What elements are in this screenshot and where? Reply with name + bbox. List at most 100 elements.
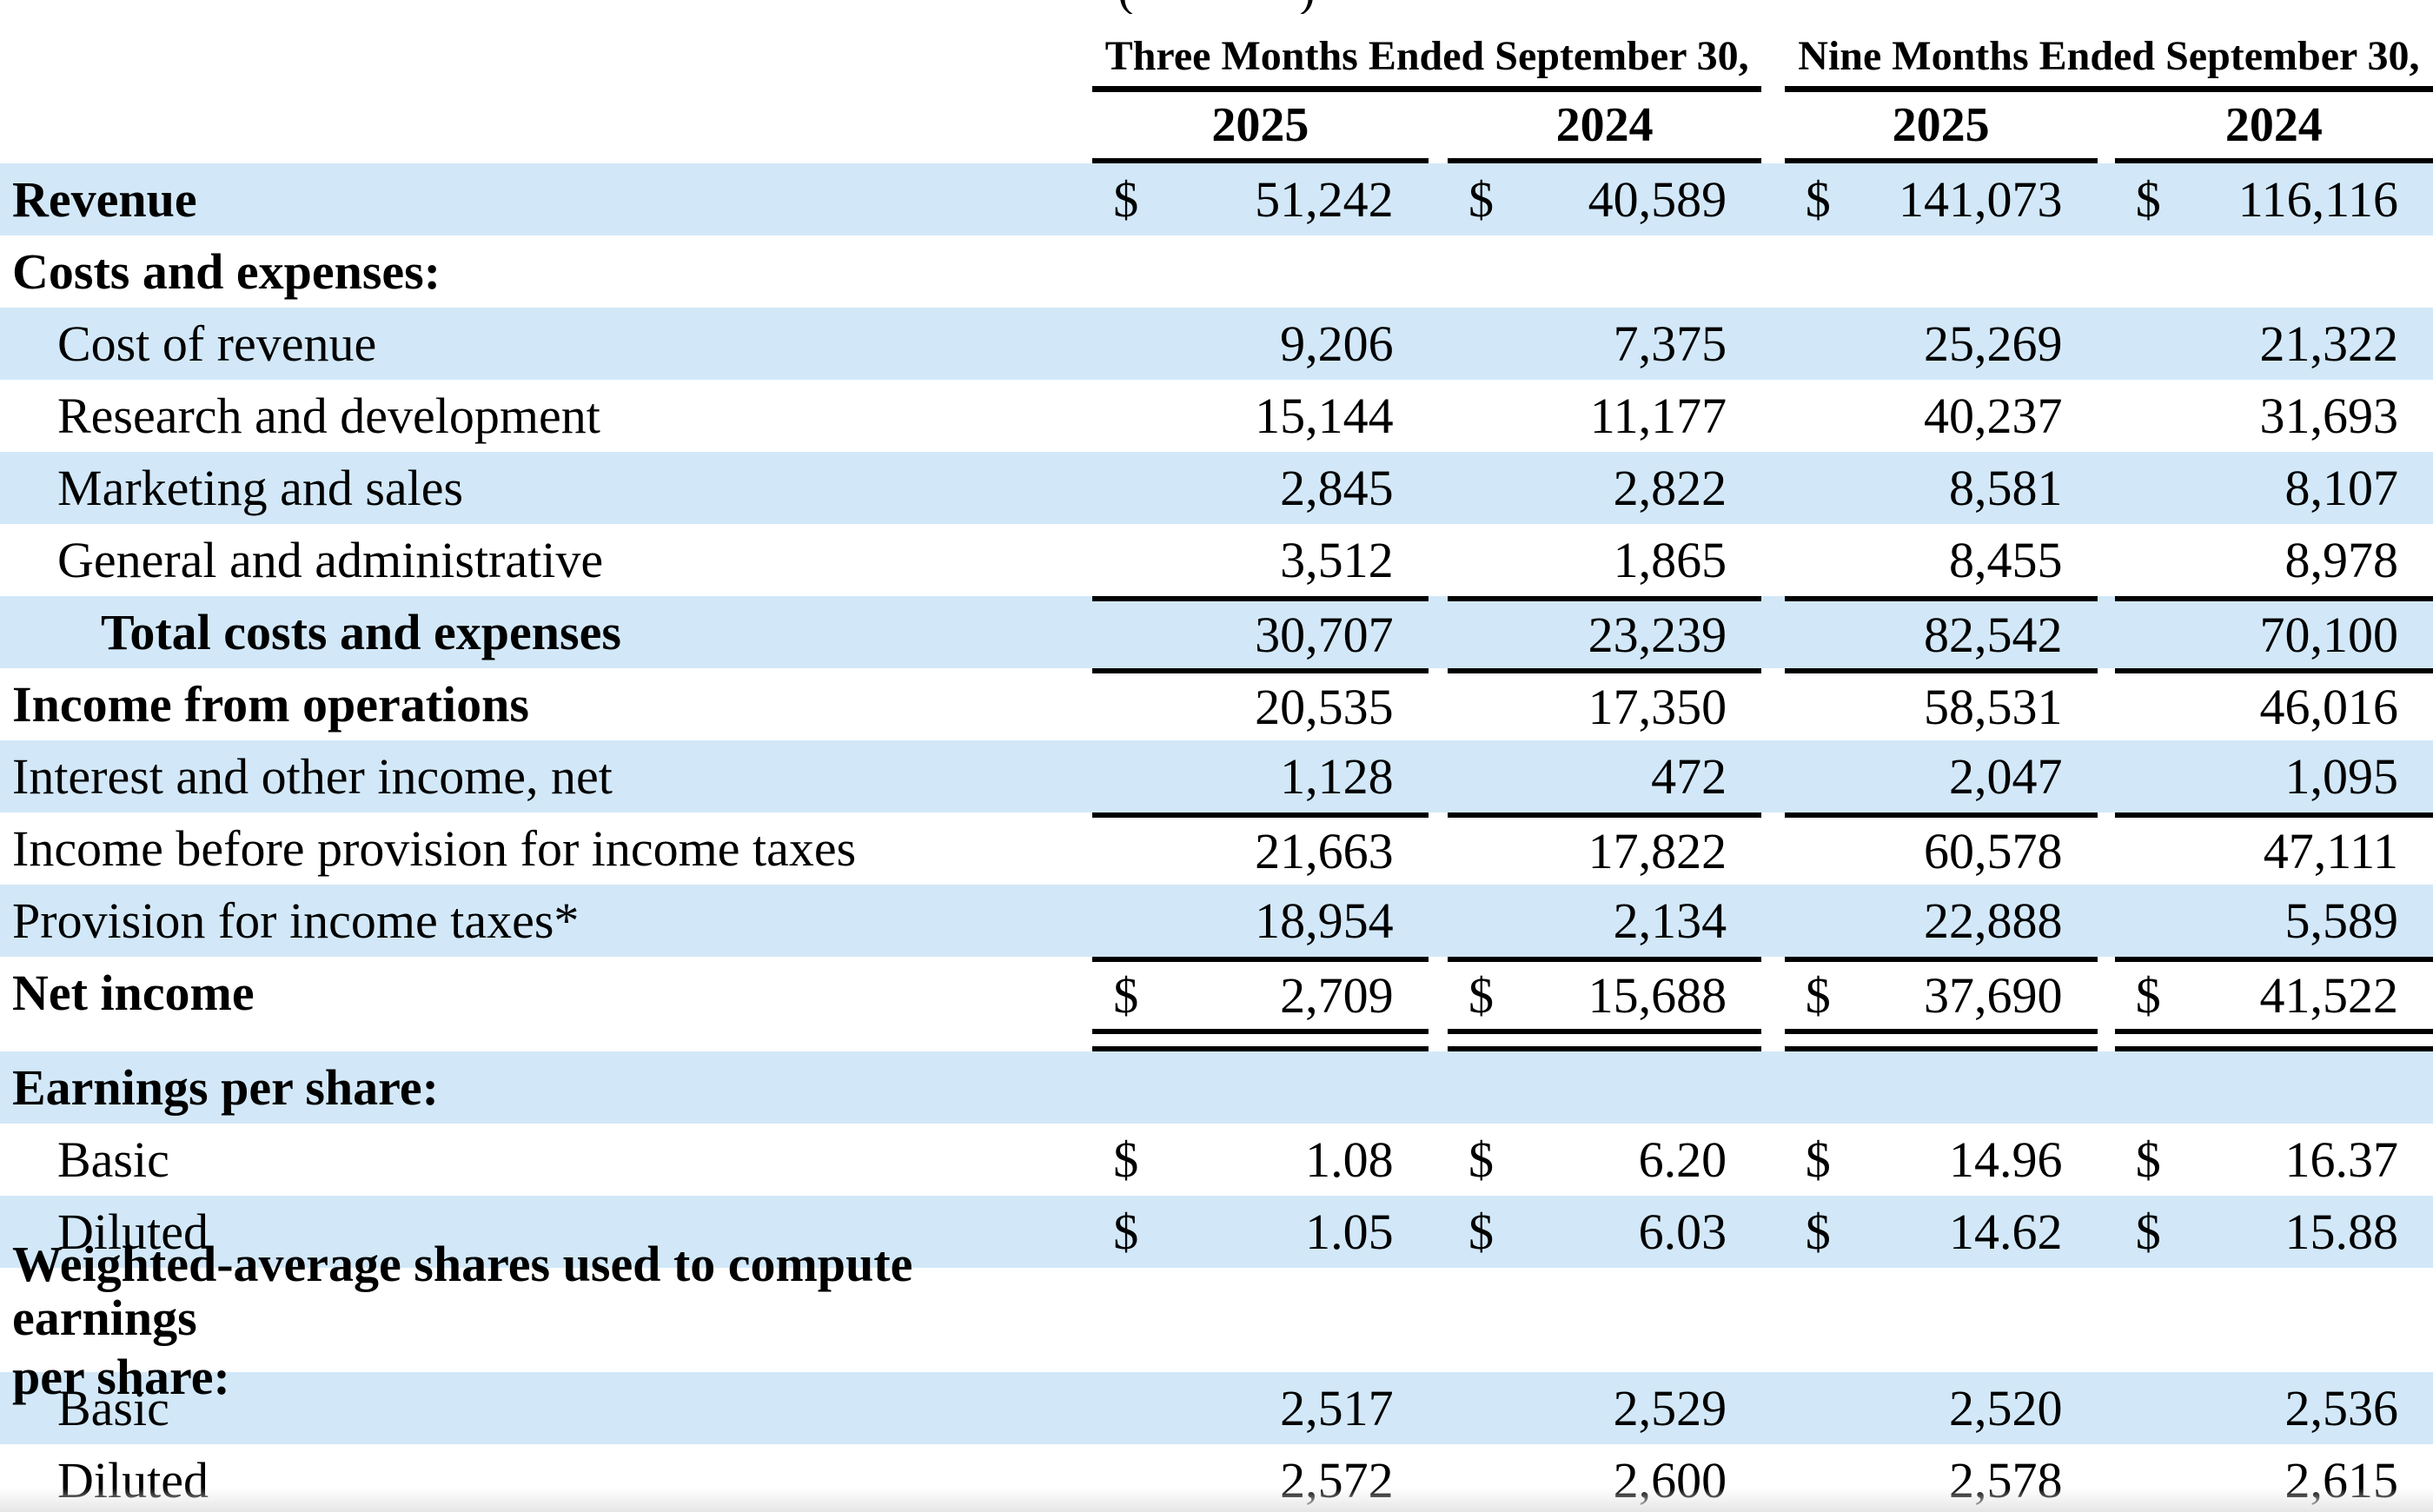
cell-value: 1.05 xyxy=(1305,1203,1394,1260)
value-cell xyxy=(2115,235,2433,308)
double-rule xyxy=(1092,1029,1429,1051)
dollar-sign: $ xyxy=(1468,170,1494,228)
cell-value: 15,144 xyxy=(1255,387,1394,444)
column-gap xyxy=(1761,14,1785,92)
column-gap xyxy=(1429,740,1448,812)
dollar-sign: $ xyxy=(1468,966,1494,1024)
value-cell: 5,589 xyxy=(2115,885,2433,957)
value-cell xyxy=(2115,1051,2433,1124)
cell-value: 9,206 xyxy=(1280,315,1394,372)
column-gap xyxy=(2098,957,2115,1029)
value-cell: 8,107 xyxy=(2115,452,2433,524)
row-label: Earnings per share: xyxy=(0,1051,1092,1124)
value-cell xyxy=(1092,1268,1428,1372)
value-cell: 22,888 xyxy=(1785,885,2098,957)
cell-value: 14.62 xyxy=(1949,1203,2063,1260)
column-gap xyxy=(2098,380,2115,452)
cell-value: 1,095 xyxy=(2284,747,2399,805)
column-gap xyxy=(2098,740,2115,812)
row-label-text: Income from operations xyxy=(12,675,529,733)
column-gap xyxy=(1429,452,1448,524)
row-label: Diluted xyxy=(0,1444,1092,1512)
value-cell: $141,073 xyxy=(1785,163,2098,235)
cell-value: 23,239 xyxy=(1588,606,1727,663)
row-label: Income before provision for income taxes xyxy=(0,812,1092,885)
value-cell: $6.03 xyxy=(1448,1196,1761,1268)
value-cell: 18,954 xyxy=(1092,885,1428,957)
column-gap xyxy=(1429,885,1448,957)
column-gap xyxy=(2098,1051,2115,1124)
label-column-spacer xyxy=(0,14,1092,92)
column-gap xyxy=(1429,380,1448,452)
value-cell: 8,978 xyxy=(2115,524,2433,596)
column-gap xyxy=(1429,1124,1448,1196)
cell-value: 31,693 xyxy=(2259,387,2399,444)
row-label-text: Net income xyxy=(12,964,255,1021)
value-cell: 2,600 xyxy=(1448,1444,1761,1512)
cell-value: 25,269 xyxy=(1924,315,2063,372)
column-gap xyxy=(1761,668,1785,740)
table-row: Earnings per share: xyxy=(0,1051,2433,1124)
value-cell: 2,578 xyxy=(1785,1444,2098,1512)
dollar-sign: $ xyxy=(1113,1203,1139,1260)
row-label: Weighted-average shares used to compute … xyxy=(0,1237,1092,1404)
value-cell: $14.62 xyxy=(1785,1196,2098,1268)
dollar-sign: $ xyxy=(1113,966,1139,1024)
value-cell: $116,116 xyxy=(2115,163,2433,235)
cell-value: 14.96 xyxy=(1949,1131,2063,1188)
dollar-sign: $ xyxy=(2135,966,2161,1024)
cell-value: 8,455 xyxy=(1949,531,2063,588)
column-gap xyxy=(1429,1372,1448,1444)
table-row: Income from operations 20,535 17,350 58,531… xyxy=(0,668,2433,740)
cell-value: 37,690 xyxy=(1924,966,2063,1024)
value-cell: 60,578 xyxy=(1784,812,2098,885)
column-gap xyxy=(1429,596,1448,668)
table-row: General and administrative 3,512 1,865 8,45… xyxy=(0,524,2433,596)
row-label-text: Cost of revenue xyxy=(57,315,377,372)
double-rule xyxy=(1784,1029,2098,1051)
column-gap xyxy=(1429,1051,1448,1124)
column-gap xyxy=(1429,1268,1448,1372)
row-label: Basic xyxy=(0,1124,1092,1196)
dollar-sign: $ xyxy=(1468,1131,1494,1188)
cell-value: 141,073 xyxy=(1899,170,2063,228)
cell-value: 40,237 xyxy=(1924,387,2063,444)
column-gap xyxy=(1761,235,1785,308)
row-label-text: Costs and expenses: xyxy=(12,242,441,300)
cell-value: 60,578 xyxy=(1924,822,2063,879)
value-cell: 2,520 xyxy=(1785,1372,2098,1444)
value-cell: 2,845 xyxy=(1092,452,1428,524)
value-cell xyxy=(1448,1051,1761,1124)
cell-value: 2,517 xyxy=(1280,1379,1394,1436)
cell-value: 5,589 xyxy=(2284,892,2399,949)
column-gap xyxy=(2098,596,2115,668)
value-cell: $37,690 xyxy=(1784,957,2098,1029)
row-label: Income from operations xyxy=(0,668,1092,740)
column-gap xyxy=(1761,1124,1785,1196)
row-label: Revenue xyxy=(0,163,1092,235)
column-gap xyxy=(1761,740,1785,812)
table-row: Research and development 15,144 11,177 40,2… xyxy=(0,380,2433,452)
column-gap xyxy=(1429,1196,1448,1268)
column-gap xyxy=(1429,163,1448,235)
column-gap xyxy=(1761,1029,1785,1051)
period-header-nine-months: Nine Months Ended September 30, xyxy=(1784,14,2433,92)
table-row: Basic $1.08 $6.20 $14.96 $16.37 xyxy=(0,1124,2433,1196)
value-cell: 58,531 xyxy=(1784,668,2098,740)
value-cell: 2,615 xyxy=(2115,1444,2433,1512)
value-cell: $15.88 xyxy=(2115,1196,2433,1268)
column-gap xyxy=(2098,524,2115,596)
row-label-text: Marketing and sales xyxy=(57,459,464,516)
column-gap xyxy=(2098,1124,2115,1196)
cell-value: 2,536 xyxy=(2284,1379,2399,1436)
value-cell: 8,581 xyxy=(1785,452,2098,524)
row-label-line: per share: xyxy=(12,1349,230,1405)
double-rule xyxy=(2114,1029,2433,1051)
column-gap xyxy=(1761,1444,1785,1512)
table-row: Weighted-average shares used to compute … xyxy=(0,1237,2433,1404)
row-label: Diluted xyxy=(0,1196,1092,1268)
value-cell: 47,111 xyxy=(2114,812,2433,885)
dollar-sign: $ xyxy=(2135,1203,2161,1260)
row-label-text: Research and development xyxy=(57,387,600,444)
value-cell: 70,100 xyxy=(2114,596,2433,668)
